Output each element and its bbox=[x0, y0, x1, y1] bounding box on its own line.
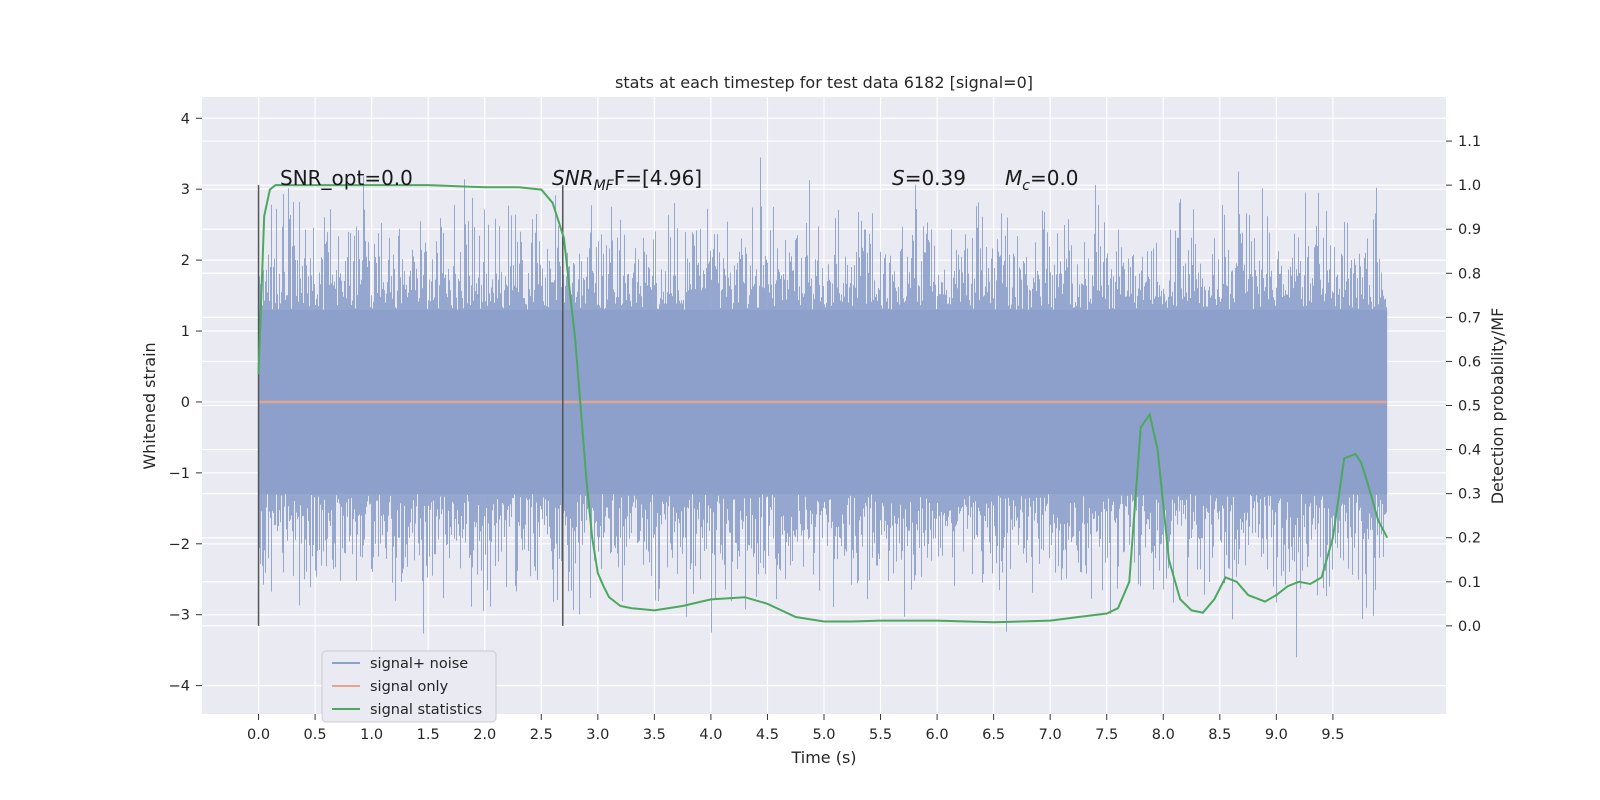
legend-label-signal-statistics: signal statistics bbox=[370, 702, 482, 718]
annotation-snr-mf-prefix: SNR bbox=[552, 166, 594, 190]
annotation-mc-prefix: M bbox=[1005, 166, 1022, 190]
y-axis-label: Whitened strain bbox=[140, 342, 159, 469]
y-tick-label: 4 bbox=[181, 111, 190, 127]
x-tick-label: 0.0 bbox=[247, 727, 270, 743]
y2-tick-label: 0.7 bbox=[1458, 310, 1481, 326]
annotation-mc: Mc=0.0 bbox=[1005, 166, 1079, 194]
y2-axis-label: Detection probability/MF bbox=[1488, 308, 1507, 505]
y2-tick-label: 0.1 bbox=[1458, 575, 1481, 591]
legend: signal+ noise signal only signal statist… bbox=[321, 650, 497, 723]
y-tick-label: −3 bbox=[169, 608, 190, 624]
x-tick-label: 5.0 bbox=[812, 727, 835, 743]
chart-title: stats at each timestep for test data 618… bbox=[615, 73, 1033, 92]
annotation-s-rest: =0.39 bbox=[905, 166, 966, 190]
y2-tick-label: 0.9 bbox=[1458, 222, 1481, 238]
x-tick-label: 3.5 bbox=[643, 727, 666, 743]
series-signal-statistics bbox=[257, 184, 1389, 624]
x-tick-label: 7.5 bbox=[1095, 727, 1118, 743]
y-tick-label: −1 bbox=[169, 466, 190, 482]
annotation-s-prefix: S bbox=[892, 166, 905, 190]
y2-tick-label: 0.8 bbox=[1458, 266, 1481, 282]
y-tick-label: 0 bbox=[181, 395, 190, 411]
x-tick-label: 8.5 bbox=[1208, 727, 1231, 743]
y2-tick-label: 0.0 bbox=[1458, 619, 1481, 635]
y2-tick-label: 0.3 bbox=[1458, 487, 1481, 503]
annotation-s: S=0.39 bbox=[892, 166, 966, 190]
x-tick-label: 0.5 bbox=[304, 727, 327, 743]
x-tick-label: 7.0 bbox=[1039, 727, 1062, 743]
annotation-snr-mf: SNRMFF=[4.96] bbox=[552, 166, 702, 194]
legend-label-signal-only: signal only bbox=[370, 679, 449, 695]
annotation-snr-mf-sub: MF bbox=[594, 178, 615, 194]
x-axis-ticks: 0.0 0.5 1.0 1.5 2.0 2.5 3.0 3.5 4.0 4.5 5.0 5.5 6.0 6… bbox=[247, 714, 1344, 743]
y2-tick-label: 0.6 bbox=[1458, 354, 1481, 370]
y2-tick-label: 0.4 bbox=[1458, 443, 1481, 459]
annotation-snr-mf-rest: F=[4.96] bbox=[614, 166, 702, 190]
annotation-mc-sub: c bbox=[1022, 178, 1030, 194]
x-tick-label: 1.5 bbox=[417, 727, 440, 743]
y-tick-label: 3 bbox=[181, 182, 190, 198]
annotation-snr-opt: SNR_opt=0.0 bbox=[280, 166, 413, 190]
y-tick-label: −2 bbox=[169, 537, 190, 553]
x-axis-label: Time (s) bbox=[790, 748, 856, 767]
y2-tick-label: 1.0 bbox=[1458, 178, 1481, 194]
x-tick-label: 4.0 bbox=[699, 727, 722, 743]
x-tick-label: 4.5 bbox=[756, 727, 779, 743]
y2-tick-label: 1.1 bbox=[1458, 134, 1481, 150]
x-tick-label: 9.0 bbox=[1265, 727, 1288, 743]
x-tick-label: 5.5 bbox=[869, 727, 892, 743]
x-tick-label: 2.5 bbox=[530, 727, 553, 743]
y2-axis-ticks: 1.1 1.0 0.9 0.8 0.7 0.6 0.5 0.4 0.3 0.2 0.1 0.0 bbox=[1446, 134, 1481, 635]
x-tick-label: 3.0 bbox=[586, 727, 609, 743]
x-tick-label: 6.5 bbox=[982, 727, 1005, 743]
x-tick-label: 8.0 bbox=[1152, 727, 1175, 743]
vertical-markers bbox=[257, 185, 564, 626]
x-tick-label: 6.0 bbox=[926, 727, 949, 743]
y-tick-label: 2 bbox=[181, 253, 190, 269]
y2-tick-label: 0.2 bbox=[1458, 531, 1481, 547]
legend-box bbox=[321, 650, 497, 723]
y-axis-ticks: 4 3 2 1 0 −1 −2 −3 −4 bbox=[169, 111, 202, 695]
annotation-mc-rest: =0.0 bbox=[1030, 166, 1079, 190]
x-tick-label: 1.0 bbox=[360, 727, 383, 743]
y-tick-label: 1 bbox=[181, 324, 190, 340]
x-tick-label: 9.5 bbox=[1321, 727, 1344, 743]
legend-label-signal-noise: signal+ noise bbox=[370, 656, 468, 672]
y-tick-label: −4 bbox=[169, 679, 190, 695]
y2-tick-label: 0.5 bbox=[1458, 399, 1481, 415]
x-tick-label: 2.0 bbox=[473, 727, 496, 743]
